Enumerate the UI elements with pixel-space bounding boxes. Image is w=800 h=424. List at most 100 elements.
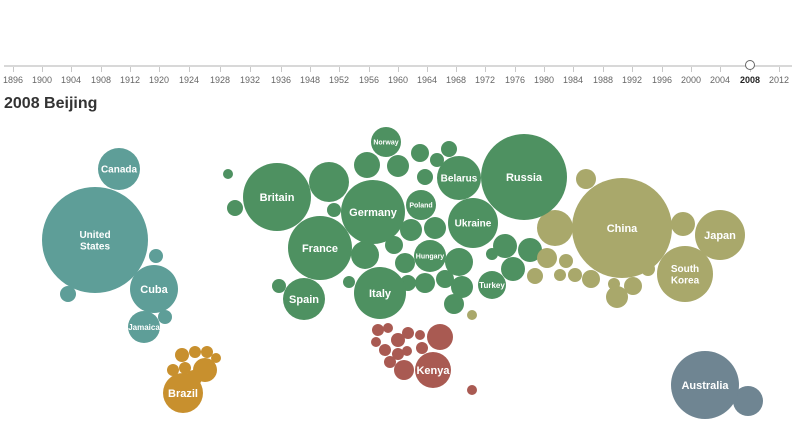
timeline-slider[interactable]: 1896 1900 1904 1908 1912 1920 1924 1928 1932 1936… <box>0 0 800 90</box>
bubble-jamaica[interactable] <box>128 311 160 343</box>
timeline-year-1904[interactable]: 1904 <box>60 75 82 85</box>
bubble-poland[interactable] <box>406 190 436 220</box>
country-bubble[interactable] <box>179 362 191 374</box>
country-bubble[interactable] <box>384 356 396 368</box>
country-bubble[interactable] <box>211 353 221 363</box>
timeline-year-2012[interactable]: 2012 <box>768 75 790 85</box>
country-bubble[interactable] <box>451 276 473 298</box>
timeline-year-1936[interactable]: 1936 <box>270 75 292 85</box>
bubble-brazil[interactable] <box>163 373 203 413</box>
timeline-year-1976[interactable]: 1976 <box>504 75 526 85</box>
country-bubble[interactable] <box>624 277 642 295</box>
bubble-france[interactable] <box>288 216 352 280</box>
country-bubble[interactable] <box>559 254 573 268</box>
timeline-year-1928[interactable]: 1928 <box>209 75 231 85</box>
country-bubble[interactable] <box>467 385 477 395</box>
country-bubble[interactable] <box>387 155 409 177</box>
country-bubble[interactable] <box>554 269 566 281</box>
country-bubble[interactable] <box>158 310 172 324</box>
country-bubble[interactable] <box>445 248 473 276</box>
country-bubble[interactable] <box>309 162 349 202</box>
country-bubble[interactable] <box>733 386 763 416</box>
country-bubble[interactable] <box>327 203 341 217</box>
country-bubble[interactable] <box>400 219 422 241</box>
country-bubble[interactable] <box>417 169 433 185</box>
country-bubble[interactable] <box>351 241 379 269</box>
country-bubble[interactable] <box>436 270 454 288</box>
country-bubble[interactable] <box>416 342 428 354</box>
timeline-year-1984[interactable]: 1984 <box>562 75 584 85</box>
country-bubble[interactable] <box>427 324 453 350</box>
bubble-united-states[interactable] <box>42 187 148 293</box>
timeline-year-1980[interactable]: 1980 <box>533 75 555 85</box>
country-bubble[interactable] <box>392 348 404 360</box>
timeline-year-1952[interactable]: 1952 <box>328 75 350 85</box>
country-bubble[interactable] <box>501 257 525 281</box>
country-bubble[interactable] <box>354 152 380 178</box>
bubble-australia[interactable] <box>671 351 739 419</box>
country-bubble[interactable] <box>371 337 381 347</box>
timeline-year-1932[interactable]: 1932 <box>239 75 261 85</box>
timeline-year-1920[interactable]: 1920 <box>148 75 170 85</box>
timeline-year-2004[interactable]: 2004 <box>709 75 731 85</box>
country-bubble[interactable] <box>60 286 76 302</box>
country-bubble[interactable] <box>227 200 243 216</box>
country-bubble[interactable] <box>343 276 355 288</box>
bubble-turkey[interactable] <box>478 271 506 299</box>
timeline-year-1948[interactable]: 1948 <box>299 75 321 85</box>
country-bubble[interactable] <box>441 141 457 157</box>
country-bubble[interactable] <box>379 344 391 356</box>
country-bubble[interactable] <box>395 253 415 273</box>
country-bubble[interactable] <box>582 270 600 288</box>
timeline-year-1924[interactable]: 1924 <box>178 75 200 85</box>
timeline-handle[interactable] <box>745 60 755 70</box>
country-bubble[interactable] <box>467 310 477 320</box>
country-bubble[interactable] <box>189 346 201 358</box>
country-bubble[interactable] <box>394 360 414 380</box>
country-bubble[interactable] <box>402 327 414 339</box>
bubble-italy[interactable] <box>354 267 406 319</box>
timeline-year-1908[interactable]: 1908 <box>90 75 112 85</box>
country-bubble[interactable] <box>385 236 403 254</box>
country-bubble[interactable] <box>411 144 429 162</box>
country-bubble[interactable] <box>167 364 179 376</box>
timeline-year-1964[interactable]: 1964 <box>416 75 438 85</box>
timeline-year-2008[interactable]: 2008 <box>739 75 761 85</box>
timeline-year-1912[interactable]: 1912 <box>119 75 141 85</box>
country-bubble[interactable] <box>606 286 628 308</box>
country-bubble[interactable] <box>568 268 582 282</box>
country-bubble[interactable] <box>537 248 557 268</box>
bubble-britain[interactable] <box>243 163 311 231</box>
country-bubble[interactable] <box>201 346 213 358</box>
bubble-germany[interactable] <box>341 180 405 244</box>
timeline-year-1996[interactable]: 1996 <box>651 75 673 85</box>
timeline-year-1896[interactable]: 1896 <box>2 75 24 85</box>
timeline-year-1968[interactable]: 1968 <box>445 75 467 85</box>
country-bubble[interactable] <box>576 169 596 189</box>
bubble-belarus[interactable] <box>437 156 481 200</box>
country-bubble[interactable] <box>415 273 435 293</box>
country-bubble[interactable] <box>430 153 444 167</box>
timeline-year-1960[interactable]: 1960 <box>387 75 409 85</box>
country-bubble[interactable] <box>272 279 286 293</box>
country-bubble[interactable] <box>537 210 573 246</box>
timeline-year-1956[interactable]: 1956 <box>358 75 380 85</box>
bubble-cuba[interactable] <box>130 265 178 313</box>
country-bubble[interactable] <box>424 217 446 239</box>
country-bubble[interactable] <box>518 238 542 262</box>
country-bubble[interactable] <box>372 324 384 336</box>
timeline-year-1992[interactable]: 1992 <box>621 75 643 85</box>
country-bubble[interactable] <box>486 248 498 260</box>
bubble-japan[interactable] <box>695 210 745 260</box>
bubble-china[interactable] <box>572 178 672 278</box>
bubble-norway[interactable] <box>371 127 401 157</box>
country-bubble[interactable] <box>149 249 163 263</box>
bubble-kenya[interactable] <box>415 352 451 388</box>
country-bubble[interactable] <box>391 333 405 347</box>
bubble-spain[interactable] <box>283 278 325 320</box>
bubble-south-korea[interactable] <box>657 246 713 302</box>
country-bubble[interactable] <box>175 348 189 362</box>
timeline-year-1988[interactable]: 1988 <box>592 75 614 85</box>
country-bubble[interactable] <box>671 212 695 236</box>
bubble-canada[interactable] <box>98 148 140 190</box>
